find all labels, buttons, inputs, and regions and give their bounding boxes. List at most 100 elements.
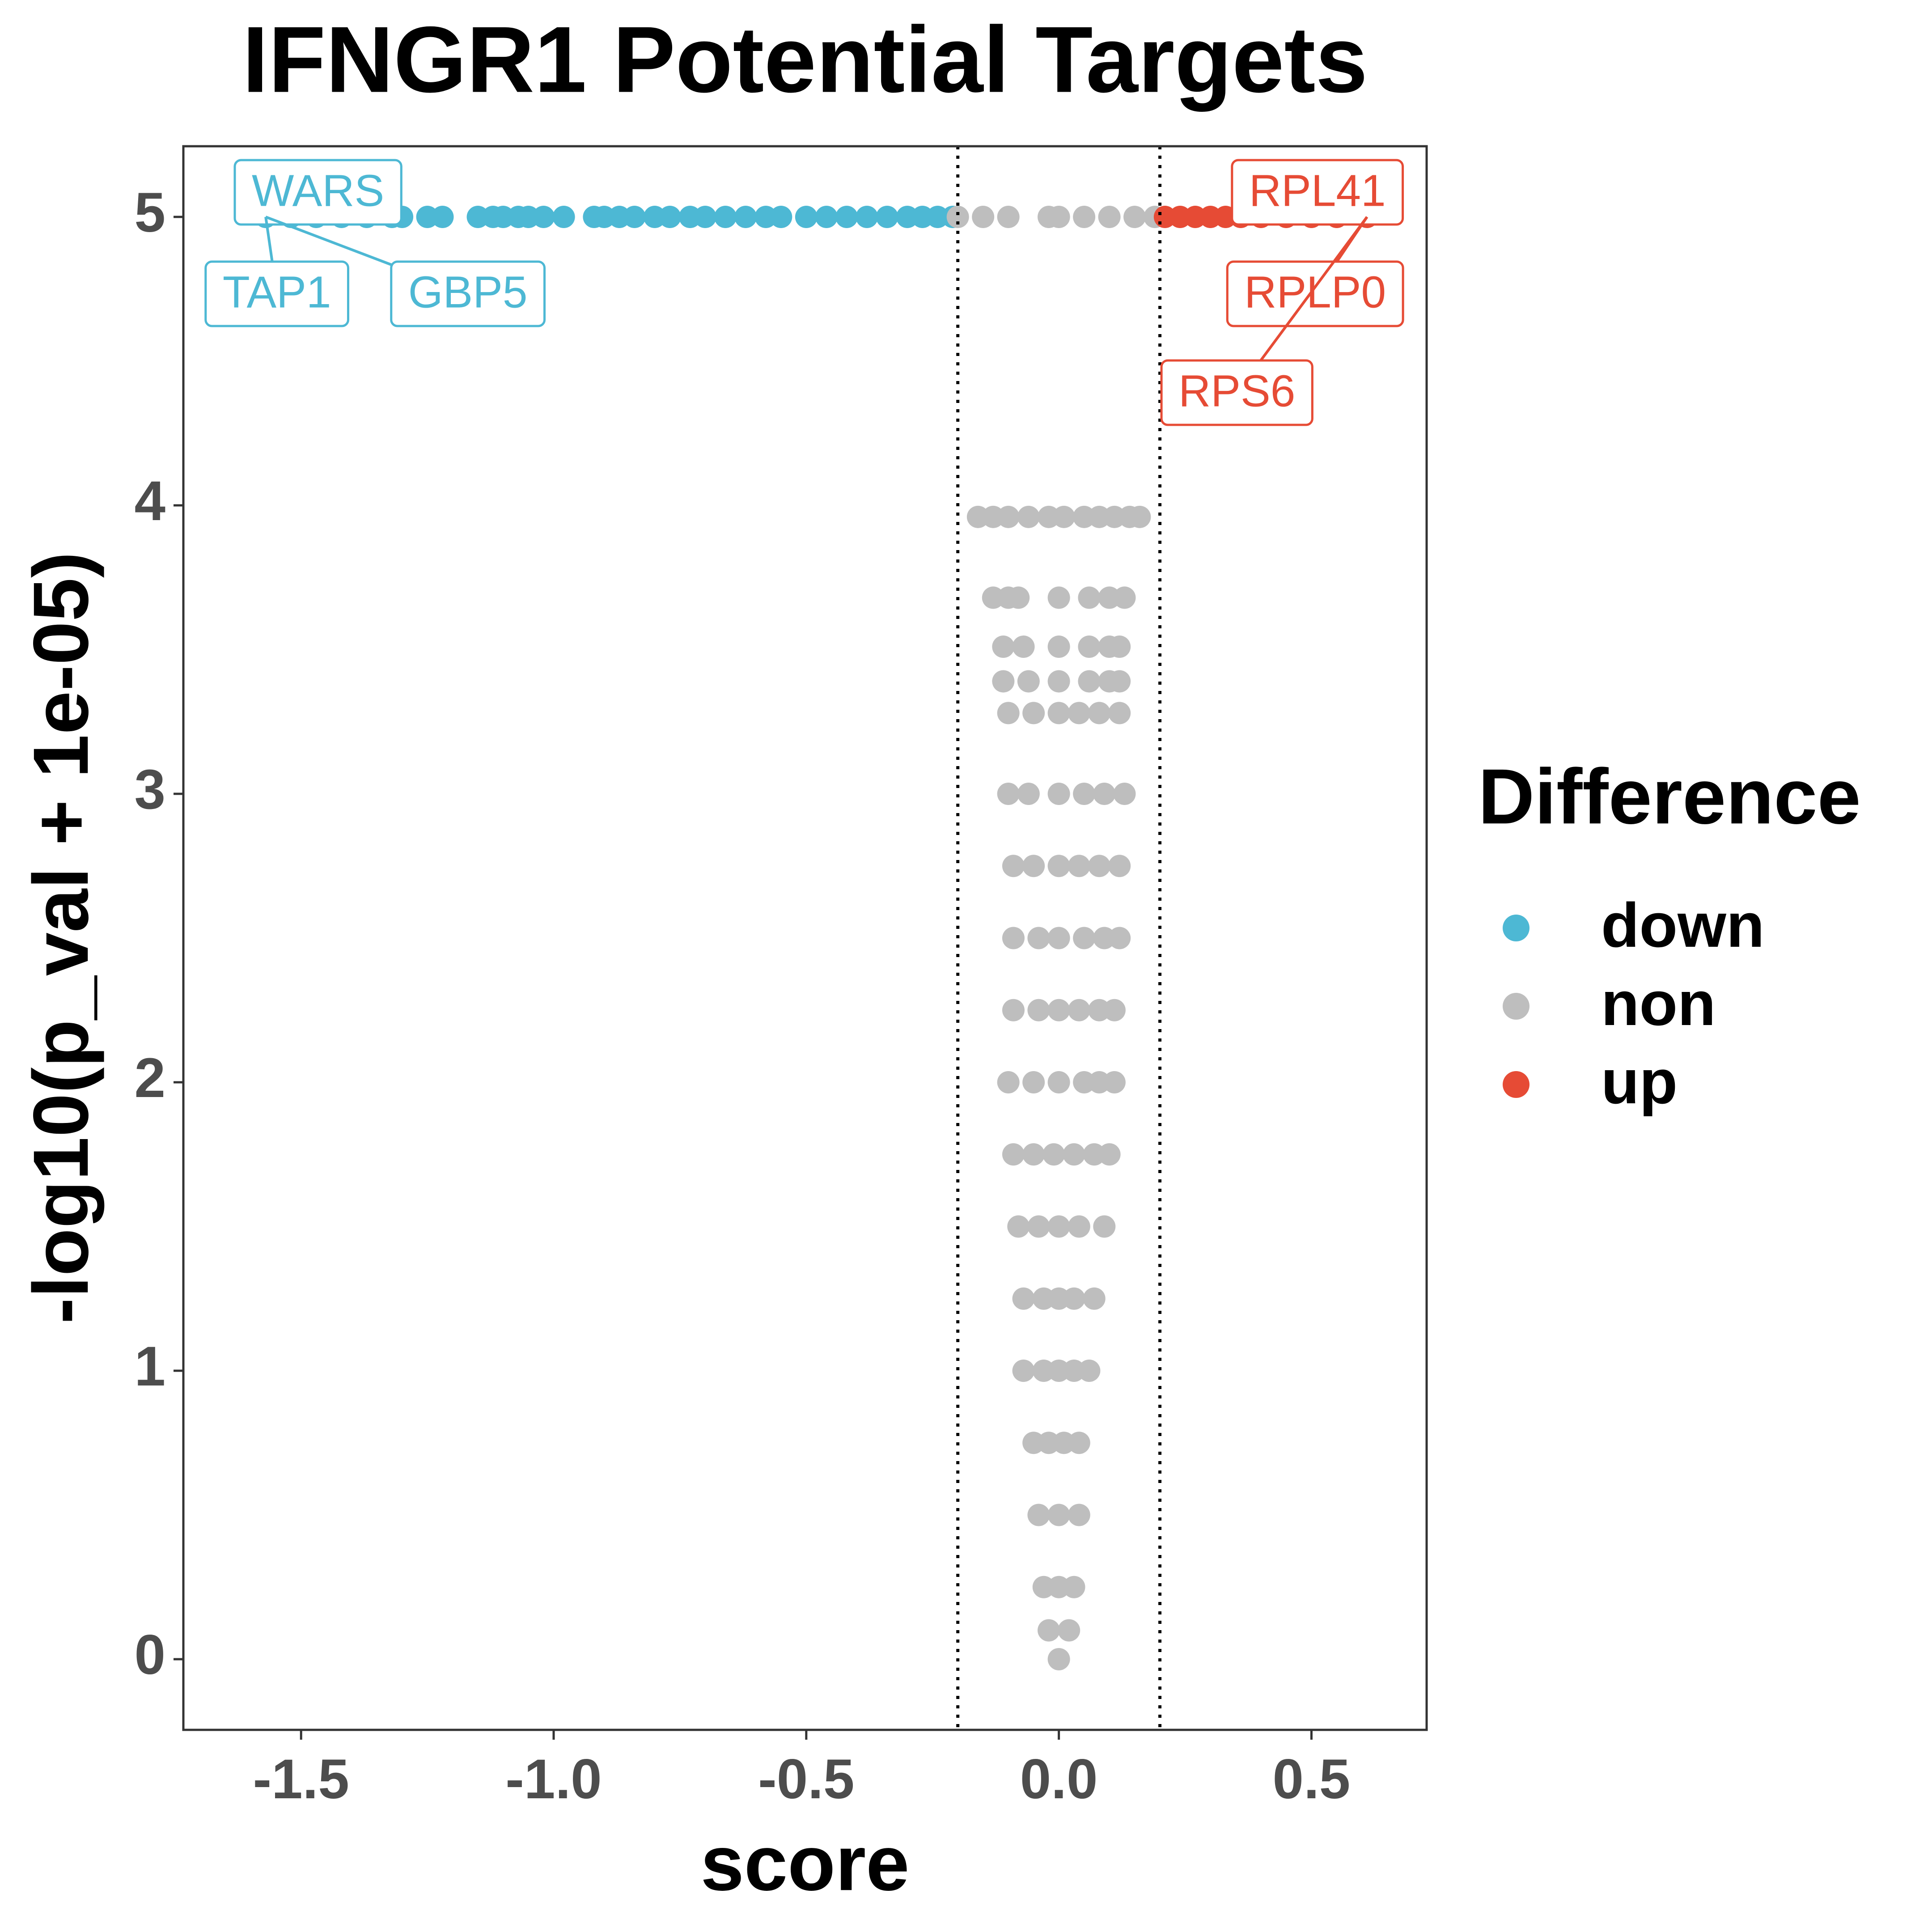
point-label: TAP1 bbox=[223, 267, 331, 317]
point bbox=[992, 636, 1015, 658]
point bbox=[997, 702, 1020, 724]
point bbox=[1047, 1648, 1070, 1670]
point bbox=[1038, 1619, 1060, 1642]
point bbox=[1098, 206, 1121, 229]
point bbox=[1027, 1504, 1050, 1526]
point bbox=[1047, 702, 1070, 724]
point bbox=[1012, 1359, 1035, 1382]
label-box bbox=[1231, 159, 1404, 226]
point bbox=[714, 206, 737, 229]
point bbox=[1027, 927, 1050, 949]
point bbox=[1047, 1071, 1070, 1093]
point bbox=[1078, 670, 1101, 693]
point bbox=[1103, 1071, 1126, 1093]
point bbox=[997, 206, 1020, 229]
point bbox=[1047, 586, 1070, 609]
point bbox=[1063, 1143, 1085, 1166]
x-tick-label: 0.5 bbox=[1273, 1748, 1351, 1810]
point bbox=[1068, 702, 1090, 724]
point bbox=[1078, 1359, 1101, 1382]
point bbox=[1017, 505, 1040, 528]
point bbox=[1068, 1215, 1090, 1238]
point bbox=[1022, 855, 1045, 877]
point-label: RPLP0 bbox=[1244, 267, 1386, 317]
point bbox=[1068, 999, 1090, 1021]
point bbox=[1047, 999, 1070, 1021]
point bbox=[1093, 1215, 1116, 1238]
x-tick-label: 0.0 bbox=[1020, 1748, 1098, 1810]
point bbox=[1108, 670, 1131, 693]
point bbox=[1002, 999, 1025, 1021]
point bbox=[1073, 927, 1096, 949]
point bbox=[1063, 1576, 1085, 1598]
point-label: WARS bbox=[252, 165, 384, 216]
point bbox=[1007, 1215, 1030, 1238]
point bbox=[1047, 206, 1070, 229]
label-box bbox=[204, 260, 349, 327]
point bbox=[1108, 855, 1131, 877]
legend-swatch bbox=[1503, 915, 1530, 941]
y-tick-label: 1 bbox=[134, 1335, 165, 1398]
point bbox=[795, 206, 818, 229]
point bbox=[1063, 1287, 1085, 1310]
label-box bbox=[390, 260, 546, 327]
point bbox=[876, 206, 898, 229]
point bbox=[997, 1071, 1020, 1093]
point bbox=[1047, 670, 1070, 693]
point bbox=[1047, 855, 1070, 877]
point bbox=[1093, 783, 1116, 805]
y-tick-label: 4 bbox=[134, 470, 165, 532]
point bbox=[997, 505, 1020, 528]
point bbox=[835, 206, 858, 229]
point bbox=[972, 206, 995, 229]
point bbox=[1108, 927, 1131, 949]
point bbox=[1088, 855, 1111, 877]
point bbox=[1047, 1215, 1070, 1238]
point bbox=[431, 206, 454, 229]
point bbox=[1078, 636, 1101, 658]
point bbox=[1022, 1071, 1045, 1093]
point bbox=[1083, 1287, 1106, 1310]
label-box bbox=[1160, 359, 1313, 426]
point bbox=[1108, 636, 1131, 658]
label-box bbox=[1226, 260, 1404, 327]
legend-swatch bbox=[1503, 1071, 1530, 1098]
point bbox=[623, 206, 646, 229]
legend-label: down bbox=[1601, 890, 1764, 960]
point-label: RPS6 bbox=[1178, 366, 1295, 416]
point bbox=[1098, 1143, 1121, 1166]
point bbox=[552, 206, 575, 229]
point bbox=[1017, 783, 1040, 805]
point bbox=[694, 206, 716, 229]
point bbox=[1113, 586, 1136, 609]
point bbox=[1113, 783, 1136, 805]
point-label: GBP5 bbox=[408, 267, 528, 317]
point bbox=[1017, 670, 1040, 693]
label-box bbox=[233, 159, 402, 226]
y-axis-title: -log10(p_val + 1e-05) bbox=[17, 552, 105, 1324]
point bbox=[1002, 855, 1025, 877]
point bbox=[1068, 855, 1090, 877]
point bbox=[770, 206, 792, 229]
point bbox=[856, 206, 878, 229]
x-tick-label: -1.5 bbox=[253, 1748, 349, 1810]
point bbox=[658, 206, 681, 229]
point bbox=[1123, 206, 1146, 229]
point bbox=[1047, 783, 1070, 805]
point bbox=[1068, 1432, 1090, 1454]
point bbox=[946, 206, 969, 229]
point bbox=[1012, 1287, 1035, 1310]
point bbox=[1108, 702, 1131, 724]
point bbox=[532, 206, 555, 229]
point bbox=[1073, 206, 1096, 229]
point bbox=[1047, 636, 1070, 658]
point bbox=[1052, 505, 1075, 528]
point bbox=[1047, 1504, 1070, 1526]
point bbox=[1027, 999, 1050, 1021]
point bbox=[1012, 636, 1035, 658]
point-label: RPL41 bbox=[1249, 165, 1386, 216]
point bbox=[1078, 586, 1101, 609]
point bbox=[1022, 1143, 1045, 1166]
point bbox=[1047, 927, 1070, 949]
